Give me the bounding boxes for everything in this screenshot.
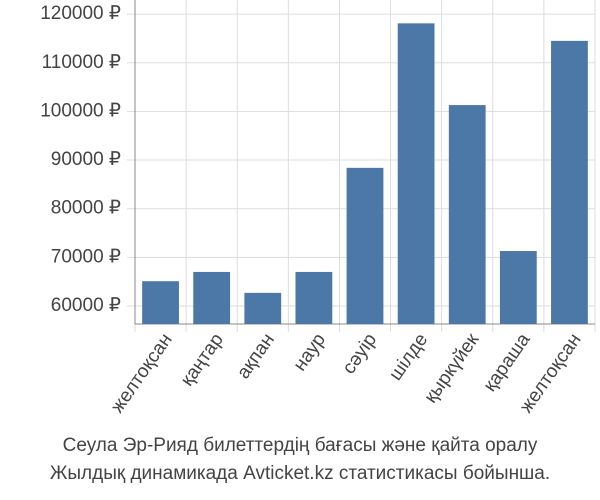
y-tick-label: 60000 ₽	[51, 295, 121, 316]
bar	[142, 281, 179, 324]
y-tick-label: 90000 ₽	[51, 149, 121, 170]
y-tick-label: 80000 ₽	[51, 198, 121, 219]
bar	[499, 251, 537, 324]
x-tick-label: шілде	[385, 330, 432, 385]
x-tick-label: ақпан	[233, 330, 279, 383]
x-tick-label: наур	[290, 330, 331, 375]
y-tick-label: 120000 ₽	[40, 3, 121, 24]
bar	[551, 40, 588, 324]
y-tick-label: 110000 ₽	[42, 52, 121, 73]
bar	[397, 23, 435, 325]
bar	[346, 167, 384, 324]
x-tick-label: желтоқсан	[107, 330, 177, 417]
x-tick-label: қаңтар	[177, 330, 228, 390]
y-tick-label: 100000 ₽	[40, 100, 121, 121]
bar	[193, 271, 231, 324]
bar	[244, 292, 282, 324]
x-tick-label: сәуір	[339, 330, 382, 378]
bar	[295, 271, 333, 324]
bar	[448, 105, 486, 324]
chart-title: Сеула Эр-Рияд билеттердің бағасы және қа…	[63, 435, 538, 456]
x-tick-label: қараша	[480, 329, 535, 395]
chart-subtitle: Жылдық динамикада Avticket.kz статистика…	[50, 463, 550, 484]
y-tick-label: 70000 ₽	[51, 246, 121, 267]
